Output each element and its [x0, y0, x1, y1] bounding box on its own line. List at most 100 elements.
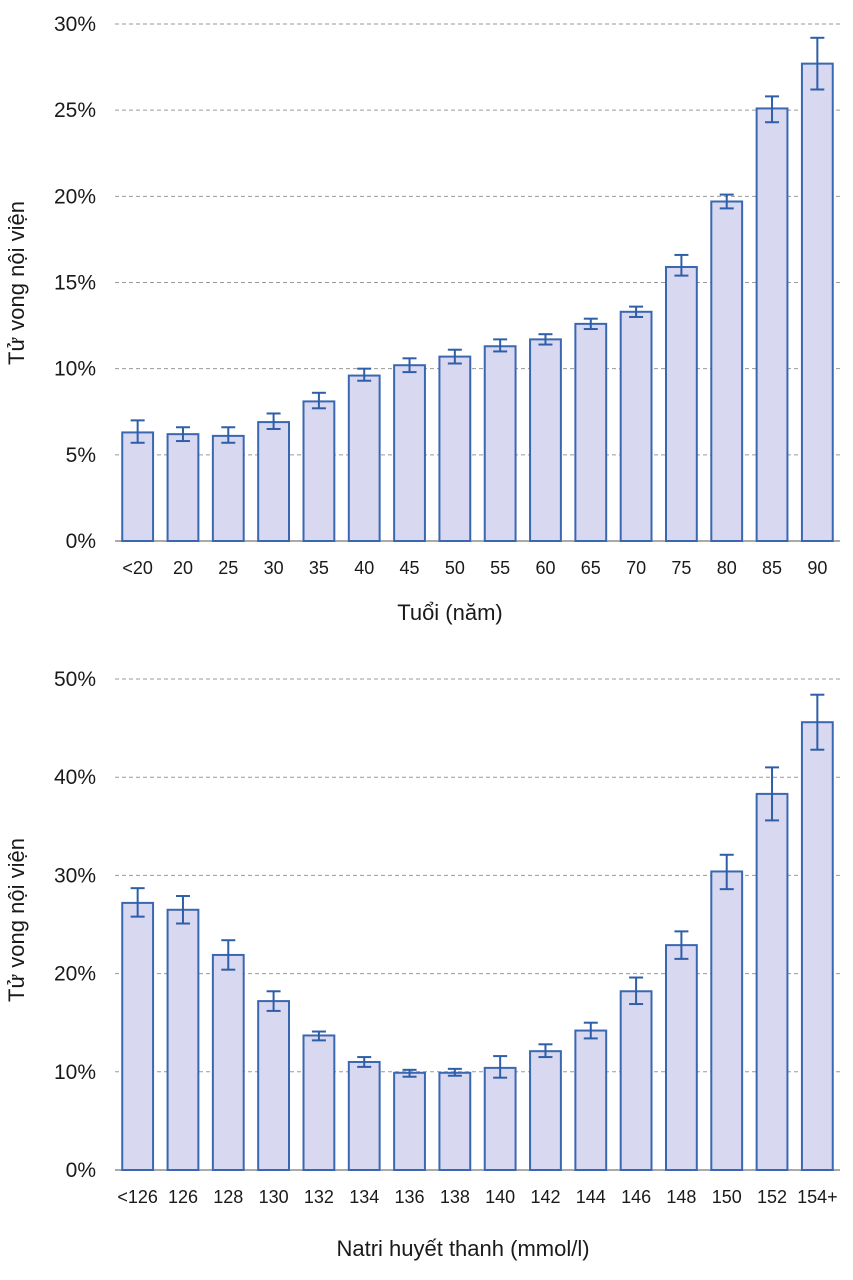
error-bar [719, 193, 734, 210]
x-tick-label: 134 [349, 1187, 379, 1207]
bar [166, 433, 200, 542]
bar [438, 1071, 472, 1171]
age-chart-error-bars [130, 36, 825, 444]
bar [755, 107, 789, 543]
bar [574, 1029, 608, 1172]
bar [211, 953, 245, 1172]
age-chart-x-ticks: <20 20 25 30 35 40 45 50 55 60 65 70 75 80 85 90 [122, 558, 827, 578]
x-tick-label: 144 [576, 1187, 606, 1207]
x-tick-label: 146 [621, 1187, 651, 1207]
error-bar [402, 1068, 417, 1078]
x-tick-label: 85 [762, 558, 782, 578]
sodium-chart-y-axis-label: Tử vong nội viện [4, 838, 29, 1002]
y-tick-label: 20% [54, 185, 96, 208]
bar [800, 721, 834, 1171]
bar [483, 345, 517, 542]
y-tick-label: 5% [66, 444, 96, 467]
x-tick-label: 60 [535, 558, 555, 578]
x-tick-label: <126 [117, 1187, 158, 1207]
error-bar [538, 1043, 553, 1059]
error-bar [357, 1056, 372, 1068]
x-tick-label: 150 [712, 1187, 742, 1207]
error-bar [629, 976, 644, 1006]
error-bar [266, 412, 281, 430]
x-tick-label: 130 [259, 1187, 289, 1207]
error-bar [402, 357, 417, 374]
y-tick-label: 10% [54, 358, 96, 381]
error-bar [674, 930, 689, 960]
x-tick-label: <20 [122, 558, 153, 578]
bar [257, 1000, 290, 1172]
age-chart-y-ticks: 0% 5% 10% 15% 20% 25% 30% [54, 13, 96, 553]
bar [483, 1066, 517, 1171]
x-tick-label: 90 [807, 558, 827, 578]
age-chart-x-axis-label: Tuổi (năm) [397, 600, 503, 625]
x-tick-label: 148 [666, 1187, 696, 1207]
bar [574, 322, 608, 542]
x-tick-label: 55 [490, 558, 510, 578]
error-bar [719, 853, 734, 891]
error-bar [765, 95, 780, 124]
bar [166, 908, 200, 1172]
y-tick-label: 15% [54, 272, 96, 295]
bar [393, 1071, 426, 1171]
error-bar [130, 887, 145, 918]
sodium-chart-y-ticks: 0% 10% 20% 30% 40% 50% [54, 668, 96, 1182]
x-tick-label: 65 [581, 558, 601, 578]
y-tick-label: 0% [66, 530, 96, 553]
error-bar [810, 36, 825, 91]
x-tick-label: 45 [400, 558, 420, 578]
error-bar [447, 348, 462, 365]
bar [393, 364, 426, 542]
error-bar [583, 1021, 598, 1040]
x-tick-label: 50 [445, 558, 465, 578]
x-tick-label: 25 [218, 558, 238, 578]
bar [121, 901, 155, 1171]
x-tick-label: 80 [717, 558, 737, 578]
bar [800, 62, 834, 543]
error-bar [583, 317, 598, 331]
error-bar [175, 426, 190, 443]
y-tick-label: 30% [54, 13, 96, 36]
bar [438, 355, 472, 542]
error-bar [311, 1030, 326, 1042]
sodium-chart-bars [121, 721, 834, 1172]
error-bar [221, 939, 236, 971]
x-tick-label: 140 [485, 1187, 515, 1207]
bar [529, 338, 562, 542]
x-tick-label: 138 [440, 1187, 470, 1207]
bar [529, 1050, 562, 1171]
error-bar [810, 693, 825, 751]
error-bar [130, 419, 145, 444]
x-tick-label: 40 [354, 558, 374, 578]
error-bar [674, 253, 689, 277]
bar [710, 870, 744, 1171]
y-tick-label: 25% [54, 99, 96, 122]
bar [665, 944, 698, 1172]
error-bar [266, 990, 281, 1012]
age-mortality-chart: 0% 5% 10% 15% 20% 25% 30% <20 20 25 30 35 40 45 50 55 6… [4, 13, 840, 625]
bar [619, 990, 653, 1171]
error-bar [493, 338, 508, 353]
bar [710, 200, 744, 542]
error-bar [447, 1067, 462, 1077]
bar [302, 1034, 336, 1171]
sodium-chart-x-axis-label: Natri huyết thanh (mmol/l) [336, 1236, 589, 1261]
error-bar [175, 895, 190, 925]
error-bar [538, 333, 553, 346]
bar [302, 400, 336, 542]
age-chart-y-axis-label: Tử vong nội viện [4, 201, 29, 365]
y-tick-label: 50% [54, 668, 96, 691]
sodium-mortality-chart: 0% 10% 20% 30% 40% 50% <126 126 128 130 132 134 136… [4, 668, 840, 1261]
bar [665, 265, 698, 542]
x-tick-label: 126 [168, 1187, 198, 1207]
sodium-chart-error-bars [130, 693, 825, 1079]
bar [619, 310, 653, 542]
error-bar [629, 305, 644, 318]
x-tick-label: 154+ [797, 1187, 838, 1207]
error-bar [357, 367, 372, 382]
x-tick-label: 152 [757, 1187, 787, 1207]
bar [347, 374, 381, 542]
error-bar [493, 1055, 508, 1079]
